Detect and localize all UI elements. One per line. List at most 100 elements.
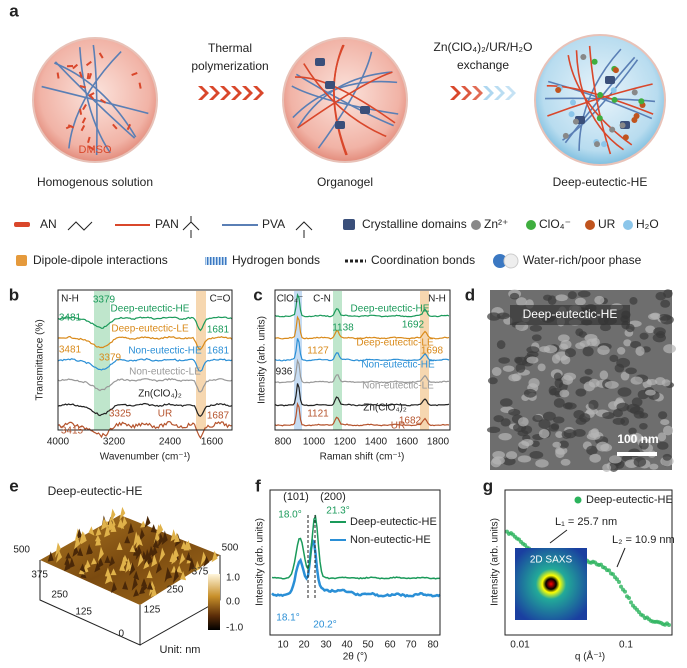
label: C=O (210, 294, 231, 305)
afm-peak (203, 555, 210, 568)
sem-grain (514, 356, 523, 364)
sem-grain (575, 328, 584, 337)
series-label: UR (158, 409, 172, 420)
label: Coordination bonds (371, 253, 475, 267)
chevron (198, 86, 209, 100)
sem-grain (526, 346, 540, 354)
sem-grain (499, 398, 513, 407)
ion (622, 134, 629, 141)
sem-grain (629, 406, 644, 415)
scale-bar (617, 452, 657, 456)
ion (568, 111, 575, 118)
an-monomer (65, 124, 73, 130)
sem-grain (517, 455, 532, 463)
an-monomer (79, 85, 86, 89)
polymer-chain (78, 47, 111, 154)
sem-grain (555, 446, 568, 455)
afm-peak (97, 546, 104, 562)
y-tick-label: 125 (75, 607, 92, 618)
sem-grain (567, 291, 577, 300)
afm-peak (109, 508, 116, 524)
sem-grain (633, 457, 647, 468)
plot-frame (57, 289, 233, 431)
sem-grain (588, 378, 600, 388)
y-tick-label: 0 (118, 629, 124, 640)
afm-peak (124, 535, 131, 544)
afm-peak (157, 533, 164, 548)
chevron (253, 86, 264, 100)
sem-grain (508, 408, 521, 416)
ion (631, 116, 638, 123)
sem-grain (539, 346, 551, 353)
afm-peak (146, 554, 153, 566)
sem-grain (614, 363, 625, 373)
ion (572, 118, 579, 125)
afm-peak (78, 567, 85, 575)
an-monomer (88, 145, 95, 151)
peak-label: 1687 (207, 411, 230, 422)
label: Thermal (208, 41, 252, 55)
sem-grain (662, 453, 672, 461)
sem-grain (573, 429, 586, 437)
panel-label: b (9, 285, 19, 304)
label: H₂O (636, 217, 659, 231)
sem-grain (657, 441, 669, 450)
sem-grain (487, 312, 501, 321)
ion (631, 89, 638, 96)
legend-swatch (205, 257, 227, 265)
sem-grain (526, 356, 539, 364)
afm-peak (97, 557, 104, 569)
sem-grain (646, 379, 658, 386)
label: UR (598, 217, 616, 231)
sem-grain (559, 343, 569, 350)
peak-label: 18.0° (278, 510, 301, 521)
polymer-chain (317, 51, 373, 149)
sem-grain (502, 365, 515, 372)
saxs-point (619, 584, 623, 589)
afm-peak (140, 520, 147, 528)
label: Organogel (317, 175, 373, 189)
afm-peak (155, 524, 162, 539)
sem-grain (628, 433, 639, 443)
afm-peak (194, 560, 201, 573)
afm-peak (122, 580, 129, 590)
afm-peak (110, 568, 117, 576)
x-tick-label: 1400 (365, 437, 388, 448)
sem-grain (586, 432, 601, 441)
sem-grain (496, 340, 506, 350)
afm-peak (56, 550, 63, 563)
band (420, 291, 429, 430)
afm-peak (159, 547, 166, 563)
sem-grain (630, 376, 643, 385)
saxs-point (667, 623, 671, 628)
spectrum-curve (57, 316, 233, 332)
series-label: Zn(ClO₄)₂ (138, 389, 182, 400)
spectrum-curve (274, 338, 450, 362)
spectrum-curve (57, 377, 233, 393)
afm-peak (144, 515, 151, 529)
x-tick-label: 375 (192, 567, 209, 578)
sem-grain (629, 296, 638, 305)
polymer-chain (578, 48, 622, 151)
sem-grain (645, 325, 656, 334)
sem-grain (552, 441, 562, 448)
x-tick-label: 70 (405, 640, 417, 651)
x-tick-label: 50 (362, 640, 374, 651)
ion (597, 91, 604, 98)
label: PAN (155, 217, 179, 231)
sem-grain (645, 389, 656, 396)
ion (619, 122, 626, 129)
afm-peak (150, 585, 157, 598)
sem-grain (599, 370, 609, 380)
ion (596, 115, 603, 122)
ion (580, 53, 587, 60)
ion (609, 126, 616, 133)
sem-grain (511, 373, 522, 382)
legend-swatch (623, 220, 633, 230)
chevron (494, 86, 505, 100)
label: L₂ = 10.9 nm (612, 534, 675, 546)
x-tick-label: 125 (144, 605, 161, 616)
afm-peak (94, 562, 101, 573)
legend-swatch (493, 254, 507, 268)
colorbar-label: 0.0 (226, 597, 240, 608)
